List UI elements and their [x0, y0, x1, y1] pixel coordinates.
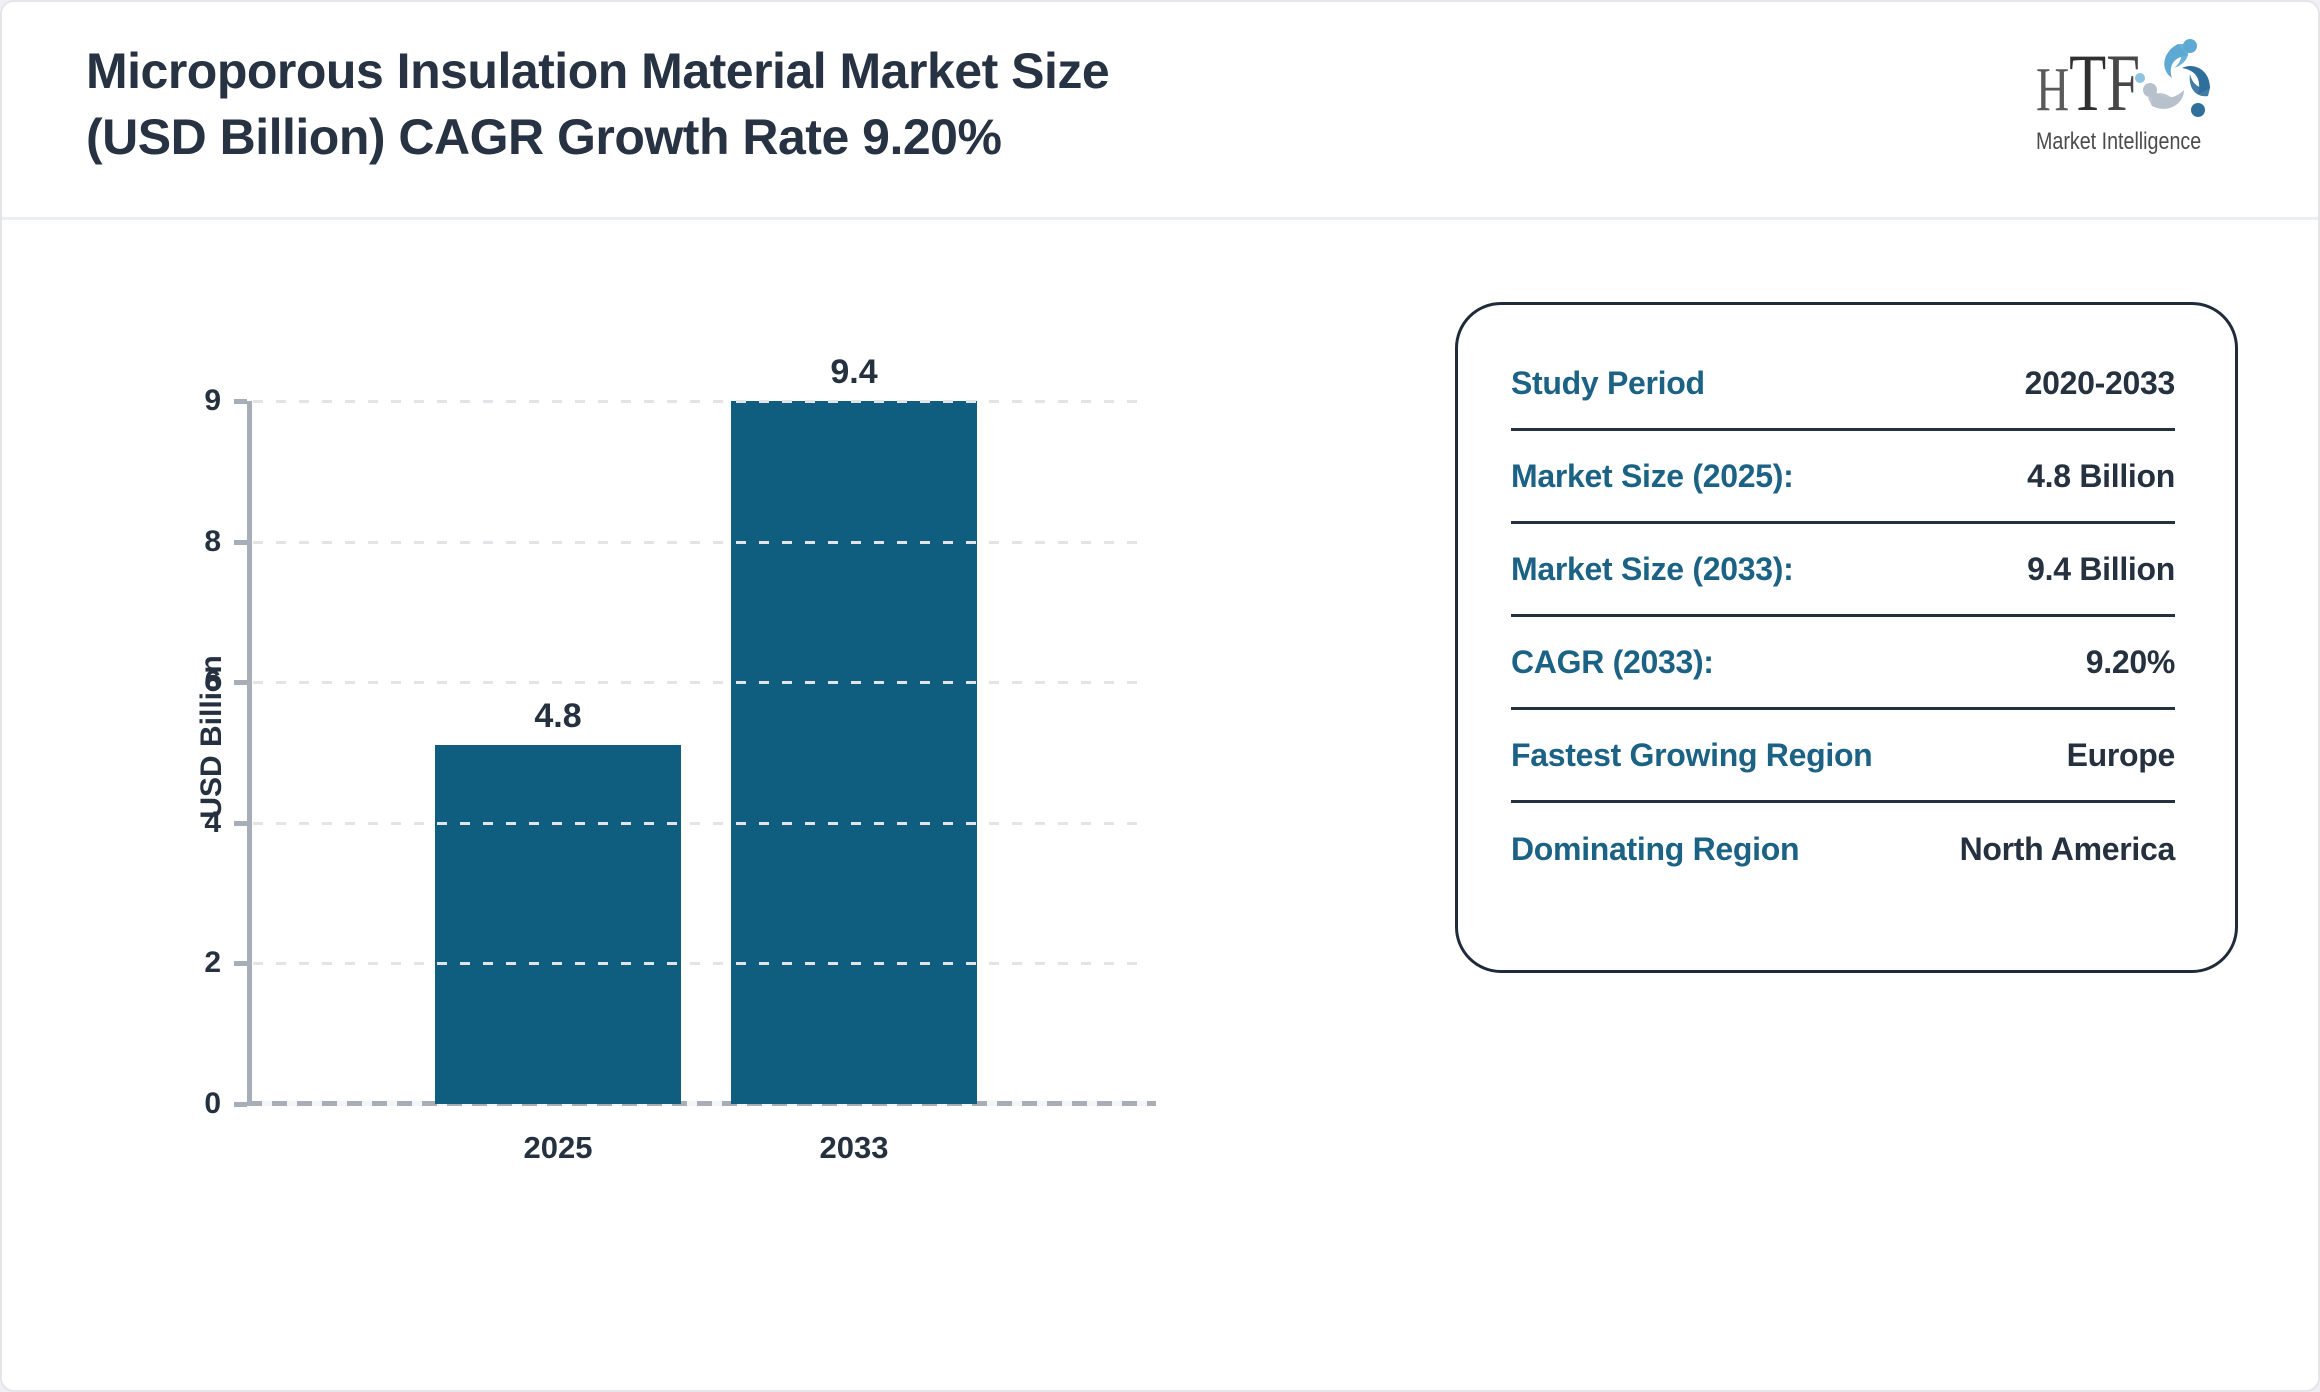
row-value: Europe [2066, 736, 2176, 773]
x-tick-label-2025: 2025 [523, 1130, 593, 1165]
row-label: Market Size (2025): [1511, 457, 1794, 494]
x-tick-label-2033: 2033 [819, 1130, 889, 1165]
gridline [253, 962, 1142, 965]
y-tick-label: 2 [204, 946, 221, 979]
row-value: 2020-2033 [2024, 364, 2176, 401]
bar-2033 [731, 401, 977, 1104]
bar-group-2025: 4.8 [435, 697, 681, 1104]
bar-2025 [435, 745, 681, 1104]
page-title-line2: (USD Billion) CAGR Growth Rate 9.20% [86, 109, 1002, 165]
y-axis-line [247, 401, 252, 1106]
gridline [253, 541, 1142, 544]
x-axis-baseline [247, 1101, 1156, 1106]
y-axis-title: USD Billion [195, 655, 228, 819]
row-label: Fastest Growing Region [1511, 736, 1873, 773]
y-tick-label: 4 [204, 806, 221, 839]
logo-subtext: Market Intelligence [2036, 128, 2202, 155]
summary-row-study-period: Study Period 2020-2033 [1511, 338, 2175, 431]
row-value: North America [1959, 831, 2176, 867]
logo-wordmark: HTF [2036, 42, 2140, 124]
bar-value-label-2033: 9.4 [830, 353, 878, 391]
htf-logo: HTF [2036, 36, 2266, 156]
summary-row-market-size-2033: Market Size (2033): 9.4 Billion [1511, 524, 2175, 617]
bar-group-2033: 9.4 [731, 353, 977, 1104]
summary-row-cagr: CAGR (2033): 9.20% [1511, 617, 2175, 710]
summary-row-market-size-2025: Market Size (2025): 4.8 Billion [1511, 431, 2175, 524]
page-title-line1: Microporous Insulation Material Market S… [86, 43, 1110, 99]
row-label: Study Period [1511, 364, 1705, 401]
logo-row: HTF [2036, 36, 2266, 124]
logo-letter-f: F [2106, 37, 2140, 128]
logo-letter-t: T [2069, 37, 2107, 128]
y-tick-mark [234, 821, 247, 826]
y-tick-mark [234, 1102, 247, 1107]
y-tick-mark [234, 399, 247, 404]
row-value: 9.20% [2085, 643, 2176, 680]
bar-value-label-2025: 4.8 [534, 697, 582, 735]
y-tick-mark [234, 961, 247, 966]
y-tick-label: 9 [204, 384, 221, 417]
row-label: Market Size (2033): [1511, 550, 1794, 587]
people-swirl-icon [2135, 39, 2211, 117]
gridline [253, 681, 1142, 684]
y-tick-label: 8 [204, 525, 221, 558]
row-value: 9.4 Billion [2027, 550, 2175, 587]
gridline [253, 822, 1142, 825]
y-tick-mark [234, 680, 247, 685]
row-label: Dominating Region [1511, 831, 1800, 867]
gridline [253, 400, 1142, 403]
y-tick-mark [234, 540, 247, 545]
page-title: Microporous Insulation Material Market S… [86, 38, 1110, 170]
summary-row-dominating-region: Dominating Region North America [1511, 803, 2175, 896]
bar-chart: USD Billion 4.8 9.4 2025 2033 9 8 6 4 2 0 [2, 220, 1242, 1390]
plot-area: 4.8 9.4 2025 2033 9 8 6 4 2 0 [204, 353, 1156, 1165]
header: Microporous Insulation Material Market S… [2, 2, 2318, 220]
summary-row-fastest-growing-region: Fastest Growing Region Europe [1511, 710, 2175, 803]
row-value: 4.8 Billion [2027, 457, 2175, 494]
summary-panel: Study Period 2020-2033 Market Size (2025… [1455, 302, 2238, 973]
y-tick-label: 0 [204, 1087, 221, 1120]
row-label: CAGR (2033): [1511, 643, 1714, 680]
y-tick-label: 6 [204, 665, 221, 698]
logo-letter-h: H [2036, 56, 2070, 124]
